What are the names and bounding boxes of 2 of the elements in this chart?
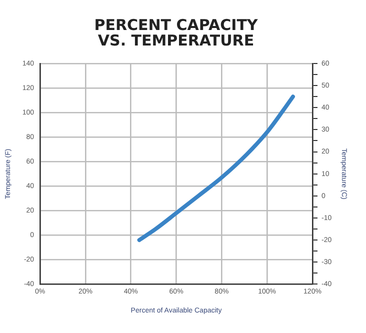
line-series — [137, 94, 295, 242]
chart-title: PERCENT CAPACITY VS. TEMPERATURE — [94, 16, 259, 50]
